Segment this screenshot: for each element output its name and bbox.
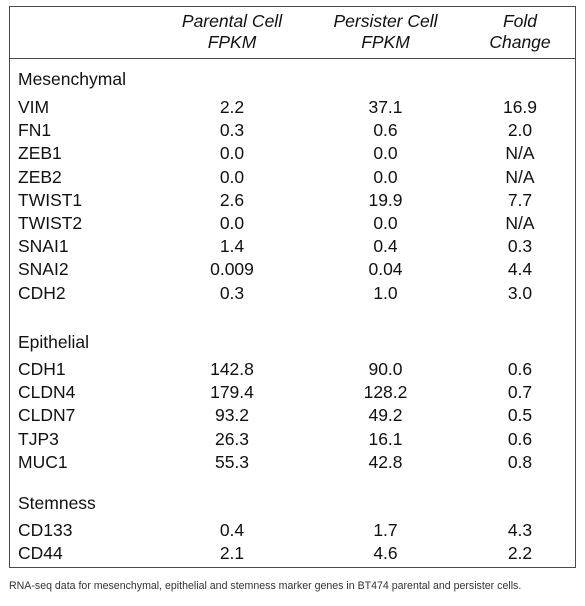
table-row: CLDN7 93.2 49.2 0.5 [10, 404, 575, 426]
fold-change-cell: 0.3 [507, 236, 533, 257]
parental-fpkm-cell: 2.2 [219, 97, 245, 117]
persister-fpkm-cell: 42.8 [368, 451, 403, 472]
fold-change-cell: 4.3 [507, 520, 533, 540]
gene-name-cell: CDH2 [18, 282, 66, 303]
table-row: TJP3 26.3 16.1 0.6 [10, 428, 575, 450]
gene-name-cell: CLDN7 [18, 405, 76, 426]
parental-fpkm-cell: 0.009 [210, 259, 254, 280]
persister-fpkm-cell: 0.0 [373, 213, 398, 233]
table-row: SNAI1 1.4 0.4 0.3 [10, 235, 575, 257]
gene-name-cell: FN1 [18, 120, 52, 141]
table-row: ZEB2 0.0 0.0 N/A [10, 166, 575, 188]
persister-fpkm-cell: 4.6 [373, 543, 398, 564]
fold-change-cell: 0.7 [507, 382, 533, 403]
parental-fpkm-cell: 0.3 [219, 120, 245, 141]
gene-name-cell: CDH1 [18, 359, 66, 379]
gene-expression-table: Parental Cell FPKM Persister Cell FPKM F… [9, 6, 576, 568]
parental-fpkm-cell: 142.8 [210, 359, 254, 379]
persister-fpkm-cell: 0.0 [373, 166, 398, 187]
fold-change-cell: 7.7 [507, 189, 533, 210]
parental-fpkm-cell: 2.1 [219, 543, 245, 564]
persister-fpkm-cell: 1.7 [373, 520, 398, 540]
gene-name-cell: TWIST2 [18, 213, 83, 233]
parental-fpkm-cell: 55.3 [214, 451, 250, 472]
gene-name-cell: ZEB2 [18, 166, 62, 187]
table-row: TWIST1 2.6 19.9 7.7 [10, 189, 575, 211]
persister-fpkm-cell: 128.2 [363, 382, 408, 403]
parental-fpkm-cell: 26.3 [214, 428, 250, 449]
gene-name-cell: ZEB1 [18, 143, 62, 164]
persister-fpkm-cell: 16.1 [368, 428, 403, 449]
gene-name-cell: SNAI1 [18, 236, 69, 257]
parental-fpkm-cell: 0.0 [219, 143, 245, 164]
fold-change-cell: N/A [505, 213, 535, 233]
table-row: CDH2 0.3 1.0 3.0 [10, 282, 575, 304]
parental-fpkm-cell: 2.6 [219, 189, 245, 210]
gene-name-cell: CD133 [18, 520, 73, 540]
fold-change-cell: N/A [505, 166, 535, 187]
gene-name-cell: TWIST1 [18, 189, 83, 210]
table-row: FN1 0.3 0.6 2.0 [10, 119, 575, 141]
gene-name-cell: MUC1 [18, 451, 68, 472]
section-heading: Stemness [18, 493, 96, 513]
persister-fpkm-cell: 49.2 [368, 405, 403, 426]
table-row: MUC1 55.3 42.8 0.8 [10, 451, 575, 473]
persister-fpkm-cell: 1.0 [373, 282, 398, 303]
table-row: TWIST2 0.0 0.0 N/A [10, 212, 575, 234]
persister-fpkm-cell: 0.6 [373, 120, 398, 141]
section-heading: Epithelial [18, 332, 90, 352]
table-caption: RNA-seq data for mesenchymal, epithelial… [9, 580, 522, 592]
fold-change-cell: 16.9 [502, 97, 538, 117]
parental-fpkm-cell: 93.2 [214, 405, 250, 426]
persister-fpkm-cell: 19.9 [368, 189, 403, 210]
parental-fpkm-cell: 179.4 [210, 382, 254, 403]
parental-fpkm-cell: 0.0 [219, 166, 245, 187]
fold-change-cell: 3.0 [507, 282, 533, 303]
header-persister-fpkm: Persister Cell FPKM [333, 11, 438, 52]
fold-change-cell: 0.8 [507, 451, 533, 472]
persister-fpkm-cell: 90.0 [368, 359, 403, 379]
parental-fpkm-cell: 0.4 [219, 520, 245, 540]
header-parental-fpkm: Parental Cell FPKM [181, 11, 283, 52]
parental-fpkm-cell: 0.3 [219, 282, 245, 303]
fold-change-cell: 0.6 [507, 359, 533, 379]
header-fold-change: Fold Change [489, 11, 551, 52]
gene-name-cell: VIM [18, 97, 50, 117]
table-row: SNAI2 0.009 0.04 4.4 [10, 258, 575, 280]
parental-fpkm-cell: 0.0 [219, 213, 245, 233]
fold-change-cell: 0.5 [507, 405, 533, 426]
gene-name-cell: CLDN4 [18, 382, 76, 403]
fold-change-cell: N/A [505, 143, 535, 164]
table-row: CD44 2.1 4.6 2.2 [10, 542, 575, 564]
parental-fpkm-cell: 1.4 [219, 236, 245, 257]
fold-change-cell: 2.2 [507, 543, 533, 564]
header-divider [10, 58, 575, 59]
fold-change-cell: 2.0 [507, 120, 533, 141]
fold-change-cell: 0.6 [507, 428, 533, 449]
fold-change-cell: 4.4 [507, 259, 533, 280]
persister-fpkm-cell: 0.04 [368, 259, 403, 280]
table-row: ZEB1 0.0 0.0 N/A [10, 142, 575, 164]
table-row: CD133 0.4 1.7 4.3 [10, 519, 575, 541]
persister-fpkm-cell: 0.4 [373, 236, 398, 257]
table-row: CDH1 142.8 90.0 0.6 [10, 358, 575, 380]
persister-fpkm-cell: 0.0 [373, 143, 398, 164]
gene-name-cell: CD44 [18, 543, 63, 564]
table-row: CLDN4 179.4 128.2 0.7 [10, 381, 575, 403]
gene-name-cell: SNAI2 [18, 259, 69, 280]
persister-fpkm-cell: 37.1 [368, 97, 403, 117]
table-row: VIM 2.2 37.1 16.9 [10, 96, 575, 118]
gene-name-cell: TJP3 [18, 428, 59, 449]
section-heading: Mesenchymal [18, 69, 126, 89]
